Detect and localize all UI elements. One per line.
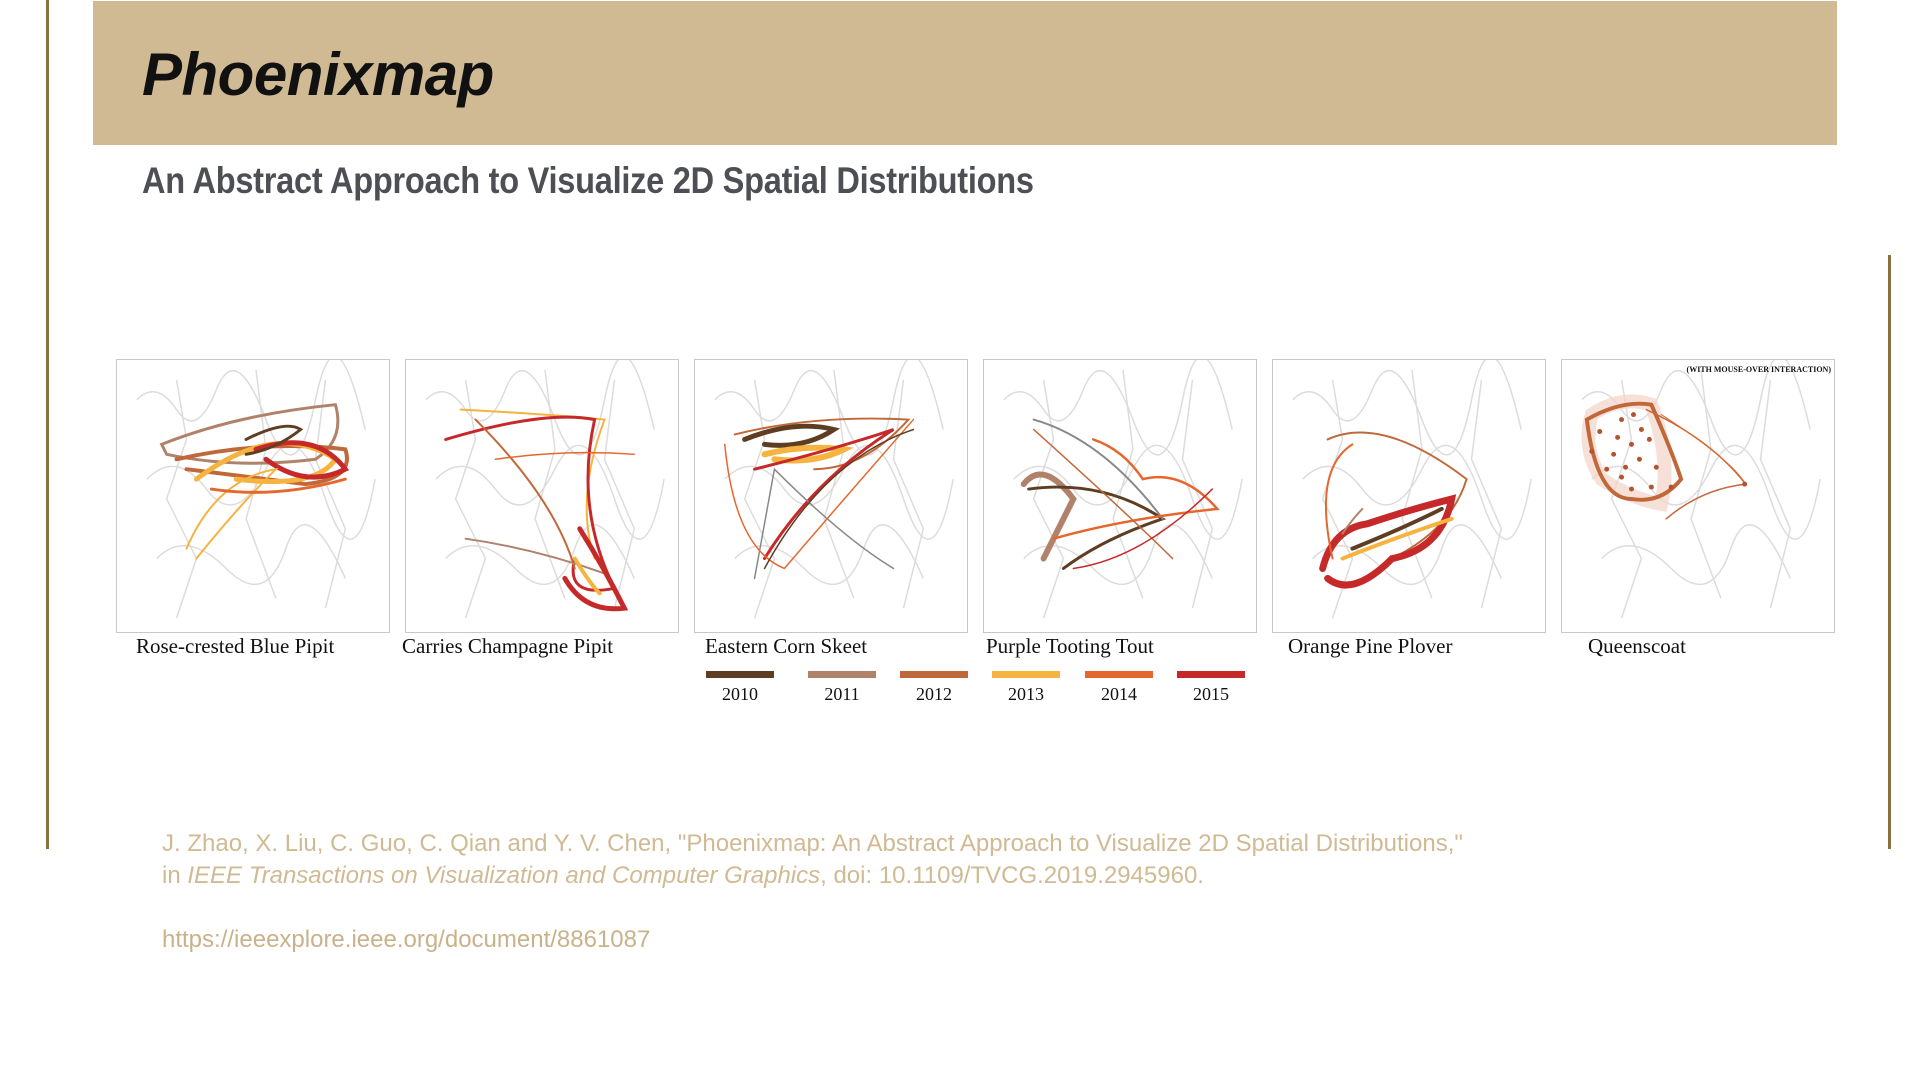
- legend-swatch: [1085, 671, 1153, 678]
- left-vertical-rule: [46, 0, 49, 849]
- phoenixmap-figure-6: [1581, 360, 1821, 619]
- legend-item-0: 2010: [706, 671, 774, 705]
- citation-prefix: in: [162, 862, 188, 889]
- header-band: [93, 1, 1837, 145]
- legend-year-label: 2013: [1008, 684, 1044, 704]
- slide-subtitle: An Abstract Approach to Visualize 2D Spa…: [142, 160, 1034, 201]
- legend-item-4: 2014: [1085, 671, 1153, 705]
- panel-label: Carries Champagne Pipit: [402, 634, 614, 658]
- map-panel-5: [1272, 359, 1546, 633]
- legend-year-label: 2011: [824, 684, 860, 704]
- panel-label: Queenscoat: [1588, 634, 1686, 658]
- map-panel-2: [405, 359, 679, 633]
- citation-doi: , doi: 10.1109/TVCG.2019.2945960.: [820, 862, 1204, 889]
- legend-item-5: 2015: [1177, 671, 1245, 705]
- interaction-note: (WITH MOUSE-OVER INTERACTION): [1686, 365, 1831, 374]
- right-vertical-rule: [1888, 255, 1891, 849]
- map-panel-3: [694, 359, 968, 633]
- reference-link[interactable]: https://ieeexplore.ieee.org/document/886…: [162, 926, 651, 953]
- legend-year-label: 2010: [722, 684, 758, 704]
- legend-swatch: [992, 671, 1060, 678]
- panel-label: Eastern Corn Skeet: [705, 634, 868, 658]
- phoenixmap-figure-5: [1292, 360, 1532, 619]
- legend-year-label: 2014: [1101, 684, 1137, 704]
- phoenixmap-figure-2: [425, 360, 665, 619]
- slide-title: Phoenixmap: [142, 41, 494, 108]
- panel-label: Purple Tooting Tout: [986, 634, 1154, 658]
- phoenixmap-figure-1: [136, 360, 376, 619]
- phoenixmap-figure-4: [1003, 360, 1243, 619]
- phoenixmap-figure-3: [714, 360, 954, 619]
- legend-year-label: 2012: [916, 684, 952, 704]
- legend-swatch: [808, 671, 876, 678]
- map-panel-1: [116, 359, 390, 633]
- panel-label: Orange Pine Plover: [1288, 634, 1453, 658]
- citation: J. Zhao, X. Liu, C. Guo, C. Qian and Y. …: [162, 828, 1463, 892]
- legend-item-2: 2012: [900, 671, 968, 705]
- map-panel-4: [983, 359, 1257, 633]
- legend-swatch: [1177, 671, 1245, 678]
- legend-swatch: [900, 671, 968, 678]
- legend-swatch: [706, 671, 774, 678]
- citation-line-1: J. Zhao, X. Liu, C. Guo, C. Qian and Y. …: [162, 830, 1463, 857]
- legend-item-1: 2011: [808, 671, 876, 705]
- citation-line-2: in IEEE Transactions on Visualization an…: [162, 860, 1463, 892]
- citation-journal: IEEE Transactions on Visualization and C…: [187, 862, 821, 889]
- legend-year-label: 2015: [1193, 684, 1229, 704]
- map-panel-6: (WITH MOUSE-OVER INTERACTION): [1561, 359, 1835, 633]
- panel-label: Rose-crested Blue Pipit: [136, 634, 335, 658]
- legend-item-3: 2013: [992, 671, 1060, 705]
